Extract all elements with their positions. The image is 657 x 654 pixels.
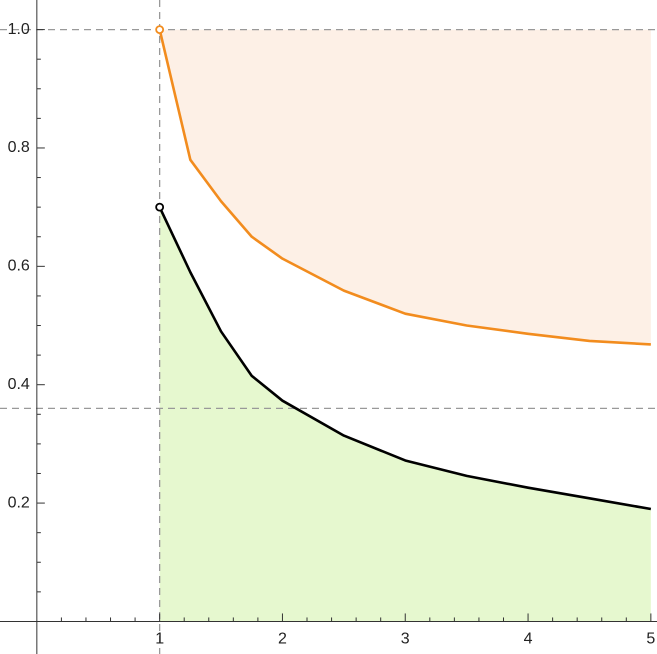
area-fill [159, 207, 651, 622]
area-fill [159, 29, 651, 345]
y-tick-label: 0.2 [8, 494, 30, 511]
open-endpoint [155, 202, 165, 212]
y-tick-label: 0.8 [8, 139, 30, 156]
x-tick-label: 5 [646, 631, 655, 648]
x-tick-label: 2 [278, 631, 287, 648]
series-line [158, 206, 652, 511]
open-endpoint [155, 25, 165, 34]
y-tick-label: 0.6 [8, 258, 30, 275]
y-tick-label: 1.0 [8, 21, 30, 38]
series-line [158, 29, 651, 346]
x-tick-label: 1 [155, 631, 164, 648]
y-tick-label: 0.4 [8, 376, 30, 393]
x-tick-label: 4 [524, 631, 533, 648]
x-tick-label: 3 [401, 631, 410, 648]
